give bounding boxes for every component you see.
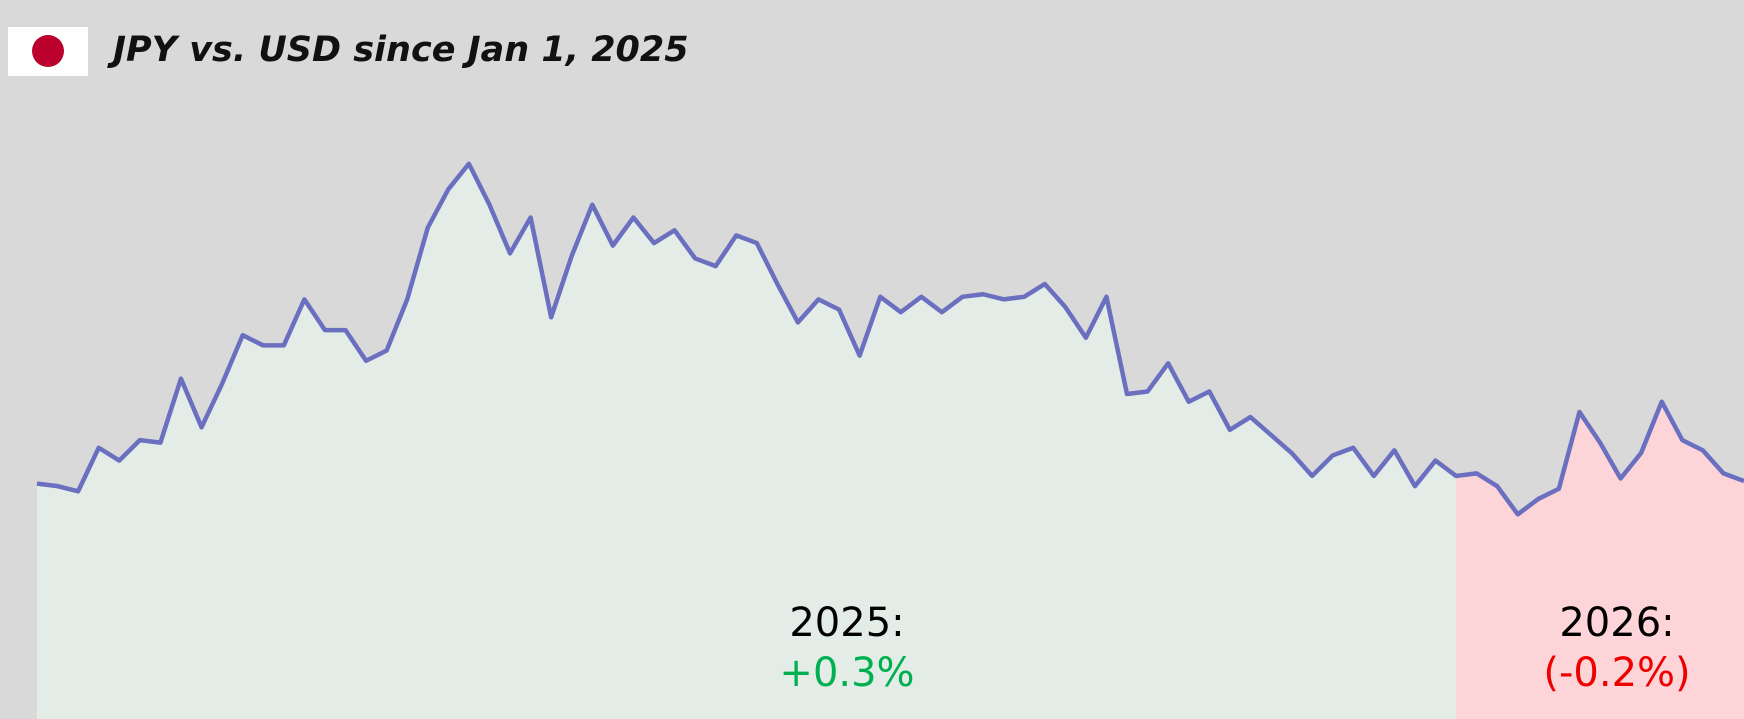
line-connector [1453,471,1479,479]
period-area [1476,401,1744,719]
chart-title: JPY vs. USD since Jan 1, 2025 [107,30,689,70]
period-change: +0.3% [779,650,914,696]
flag-sun [32,35,64,67]
period-area [37,163,1457,719]
period-area [1456,473,1477,719]
line [1475,399,1744,517]
period-label: 2026: [1559,600,1674,646]
line [36,161,1458,494]
period-change: (-0.2%) [1543,650,1690,696]
period-label: 2025: [789,600,904,646]
